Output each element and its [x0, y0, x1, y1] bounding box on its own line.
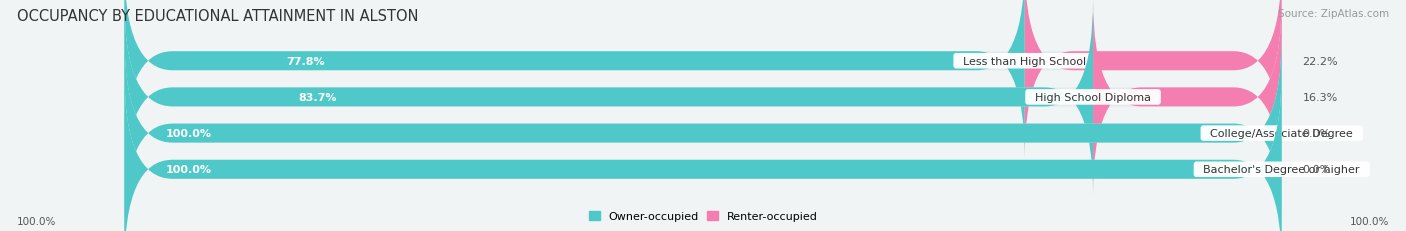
FancyBboxPatch shape: [124, 36, 1282, 231]
Legend: Owner-occupied, Renter-occupied: Owner-occupied, Renter-occupied: [583, 206, 823, 225]
Text: 0.0%: 0.0%: [1302, 164, 1330, 174]
FancyBboxPatch shape: [124, 0, 1092, 195]
FancyBboxPatch shape: [124, 0, 1282, 195]
FancyBboxPatch shape: [124, 36, 1282, 231]
Text: 100.0%: 100.0%: [166, 128, 212, 139]
FancyBboxPatch shape: [124, 0, 1282, 159]
Text: 0.0%: 0.0%: [1302, 128, 1330, 139]
Text: OCCUPANCY BY EDUCATIONAL ATTAINMENT IN ALSTON: OCCUPANCY BY EDUCATIONAL ATTAINMENT IN A…: [17, 9, 419, 24]
FancyBboxPatch shape: [1092, 0, 1282, 195]
Text: College/Associate Degree: College/Associate Degree: [1204, 128, 1360, 139]
Text: High School Diploma: High School Diploma: [1028, 92, 1159, 103]
FancyBboxPatch shape: [124, 72, 1282, 231]
FancyBboxPatch shape: [124, 72, 1282, 231]
Text: 22.2%: 22.2%: [1302, 57, 1339, 67]
Text: 16.3%: 16.3%: [1302, 92, 1337, 103]
FancyBboxPatch shape: [124, 0, 1025, 159]
Text: 100.0%: 100.0%: [17, 216, 56, 226]
FancyBboxPatch shape: [1025, 0, 1282, 159]
Text: 83.7%: 83.7%: [298, 92, 337, 103]
Text: 100.0%: 100.0%: [1350, 216, 1389, 226]
Text: Source: ZipAtlas.com: Source: ZipAtlas.com: [1278, 9, 1389, 19]
Text: 77.8%: 77.8%: [287, 57, 325, 67]
Text: Less than High School: Less than High School: [956, 57, 1094, 67]
Text: 100.0%: 100.0%: [166, 164, 212, 174]
Text: Bachelor's Degree or higher: Bachelor's Degree or higher: [1197, 164, 1367, 174]
